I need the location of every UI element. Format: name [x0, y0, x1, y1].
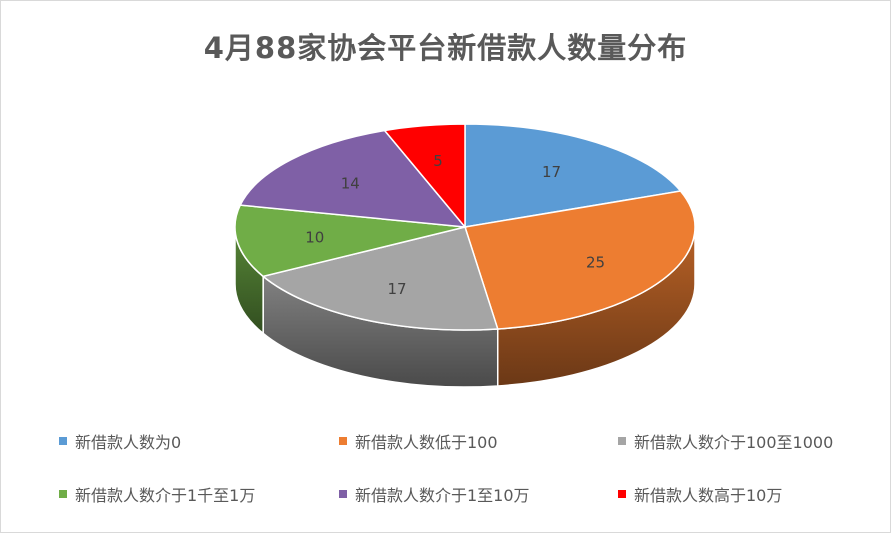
chart-title: 4月88家协会平台新借款人数量分布 — [203, 31, 688, 65]
legend-label: 新借款人数介于100至1000 — [634, 433, 834, 452]
pie-chart: 17 25 17 10 14 5 — [234, 123, 696, 388]
legend-item-over-100k: 新借款人数高于10万 — [618, 482, 782, 506]
chart-legend: 新借款人数为0 新借款人数低于100 新借款人数介于100至1000 新借款人数介于1… — [1, 421, 890, 521]
data-label-1k-to-10k: 10 — [305, 229, 324, 247]
data-label-zero: 17 — [542, 163, 561, 181]
pie-slice-under-100 — [464, 190, 696, 330]
legend-swatch — [339, 490, 347, 498]
pie-slice-100-to-1000 — [261, 226, 499, 331]
data-label-10k-to-100k: 14 — [341, 174, 360, 192]
pie-data-labels: 17 25 17 10 14 5 — [305, 152, 605, 298]
data-label-under-100: 25 — [586, 254, 605, 272]
pie-top-faces — [234, 123, 696, 331]
legend-item-zero: 新借款人数为0 — [59, 429, 181, 453]
legend-swatch — [59, 490, 67, 498]
legend-swatch — [618, 490, 626, 498]
legend-swatch — [339, 437, 347, 445]
pie-slice-zero — [464, 123, 682, 228]
legend-item-under-100: 新借款人数低于100 — [339, 429, 498, 453]
pie-side-walls — [234, 226, 696, 388]
legend-label: 新借款人数低于100 — [355, 433, 498, 452]
legend-item-1k-to-10k: 新借款人数介于1千至1万 — [59, 482, 255, 506]
pie-slice-over-100k — [383, 123, 466, 230]
legend-label: 新借款人数介于1至10万 — [355, 486, 530, 505]
legend-label: 新借款人数为0 — [75, 433, 182, 452]
data-label-100-to-1000: 17 — [388, 280, 407, 298]
legend-label: 新借款人数高于10万 — [634, 486, 783, 505]
legend-swatch — [618, 437, 626, 445]
data-label-over-100k: 5 — [433, 152, 443, 170]
legend-item-10k-to-100k: 新借款人数介于1至10万 — [339, 482, 530, 506]
legend-swatch — [59, 437, 67, 445]
legend-item-100-to-1000: 新借款人数介于100至1000 — [618, 429, 833, 453]
legend-label: 新借款人数介于1千至1万 — [75, 486, 256, 505]
pie-slice-10k-to-100k — [239, 129, 467, 228]
pie-slice-1k-to-10k — [234, 204, 466, 278]
